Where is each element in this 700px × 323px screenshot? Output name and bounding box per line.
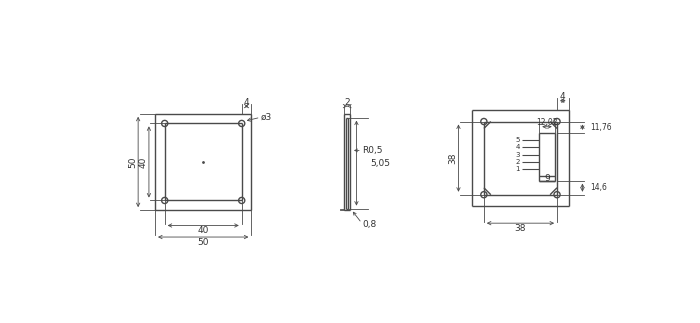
Text: 38: 38 [448, 152, 457, 164]
Text: ø3: ø3 [260, 113, 272, 122]
Text: 1: 1 [515, 166, 520, 172]
Text: 40: 40 [139, 156, 148, 168]
Text: 2: 2 [344, 98, 350, 107]
Text: 5: 5 [516, 137, 520, 143]
Text: 50: 50 [197, 238, 209, 247]
Text: 14,6: 14,6 [590, 183, 607, 192]
Text: 2: 2 [516, 159, 520, 165]
Text: 12,02: 12,02 [536, 118, 558, 127]
Text: 4: 4 [516, 144, 520, 150]
Text: 11,76: 11,76 [590, 123, 612, 132]
Text: 40: 40 [197, 226, 209, 235]
Text: 3: 3 [515, 151, 520, 158]
Text: 0,8: 0,8 [363, 220, 377, 229]
Text: 5,05: 5,05 [370, 159, 391, 168]
Text: 50: 50 [128, 156, 137, 168]
Text: 38: 38 [514, 224, 526, 233]
Text: 4: 4 [560, 92, 566, 101]
Text: R0,5: R0,5 [363, 146, 383, 155]
Text: 9: 9 [544, 174, 550, 183]
Text: 4: 4 [244, 98, 249, 107]
